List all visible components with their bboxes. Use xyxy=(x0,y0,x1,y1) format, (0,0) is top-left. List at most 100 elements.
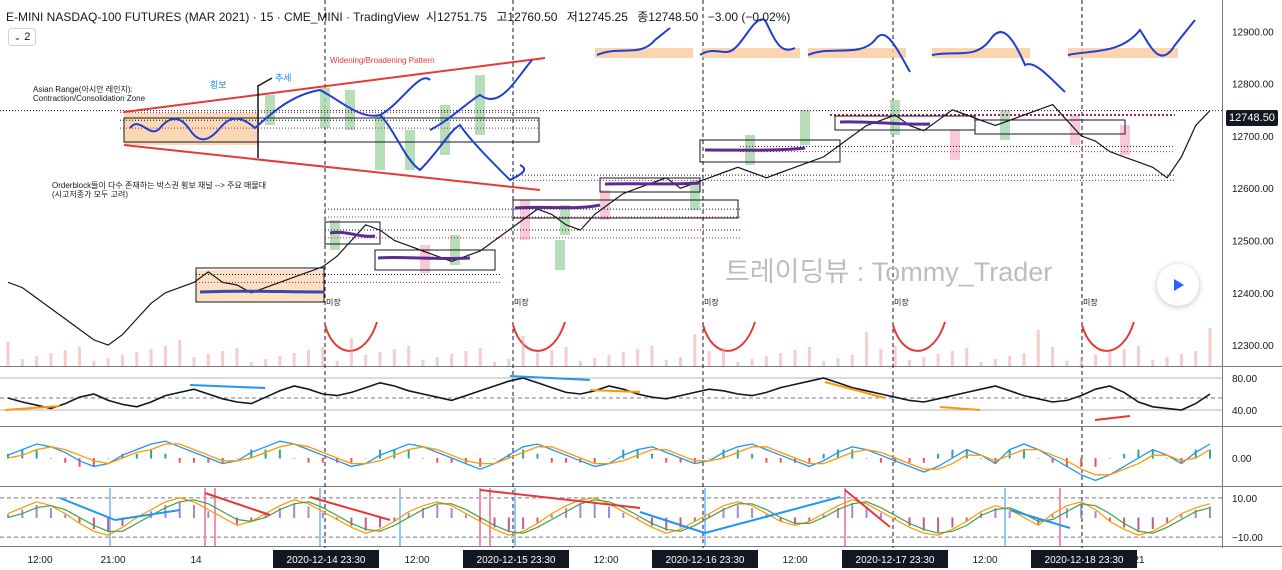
macd-histogram-bar xyxy=(937,453,940,459)
macd-histogram-bar xyxy=(135,453,138,459)
macd-histogram-bar xyxy=(450,458,453,463)
osc-histogram-bar xyxy=(364,517,367,531)
play-button[interactable] xyxy=(1157,264,1199,306)
volume-bar xyxy=(1165,357,1169,366)
osc-histogram-bar xyxy=(822,514,825,518)
osc-histogram-bar xyxy=(450,508,453,518)
price-series-line xyxy=(7,103,1211,346)
macd-histogram-bar xyxy=(364,458,367,459)
price-axis-tick: 12800.00 xyxy=(1232,80,1274,91)
rsi-divergence-line xyxy=(4,405,61,411)
osc-histogram-bar xyxy=(808,517,811,522)
volume-bar xyxy=(120,355,124,366)
macd-histogram-bar xyxy=(421,458,424,459)
macd-histogram-bar xyxy=(178,458,181,463)
volume-bar xyxy=(850,355,854,366)
watermark-text: 트레이딩뷰 : Tommy_Trader xyxy=(725,257,1053,287)
price-axis-tick: 12600.00 xyxy=(1232,184,1274,195)
date-marker-bg xyxy=(1031,550,1137,568)
macd-histogram-bar xyxy=(393,449,396,459)
volume-bar xyxy=(693,334,697,366)
volume-bar xyxy=(92,361,96,366)
volume-bar xyxy=(908,360,911,366)
osc-histogram-bar xyxy=(49,508,52,518)
volume-bar xyxy=(435,357,439,366)
macd-histogram-bar xyxy=(1065,458,1068,467)
macd-histogram-bar xyxy=(1151,449,1154,459)
chevron-down-icon: ⌄ xyxy=(13,31,22,42)
x-axis-date-tick: 2020-12-15 23:30 xyxy=(477,555,556,566)
macd-histogram-bar xyxy=(550,458,553,463)
volume-bar xyxy=(564,347,568,366)
orderblock-box xyxy=(699,139,841,163)
price-axis-tick: 12300.00 xyxy=(1232,341,1274,352)
macd-histogram-bar xyxy=(35,449,38,459)
sideways-label: 횡보 xyxy=(210,79,227,90)
osc-histogram-bar xyxy=(836,508,839,518)
osc-histogram-bar xyxy=(865,506,868,518)
volume-bar xyxy=(836,358,840,366)
osc-histogram-bar xyxy=(665,517,668,531)
volume-bar xyxy=(607,355,611,366)
osc-histogram-bar xyxy=(1151,517,1154,529)
osc-histogram-bar xyxy=(264,514,267,518)
volume-bar xyxy=(1065,361,1069,366)
volume-bar xyxy=(636,349,640,366)
last-price-tag: 12748.50 xyxy=(1226,110,1278,126)
osc-histogram-bar xyxy=(493,517,496,528)
osc-histogram-bar xyxy=(536,517,539,523)
osc-histogram-bar xyxy=(851,503,854,518)
price-axis-tick: 12700.00 xyxy=(1232,132,1274,143)
macd-histogram-bar xyxy=(1137,449,1140,459)
osc-histogram-bar xyxy=(679,517,682,528)
macd-histogram-bar xyxy=(565,458,568,463)
macd-histogram-bar xyxy=(922,458,925,463)
orderblock-box xyxy=(123,117,540,143)
open-value: 12751.75 xyxy=(436,10,487,24)
orderblock-label-2: (시고저종가 모두 고려) xyxy=(52,189,128,199)
macd-histogram-bar xyxy=(21,449,24,459)
signal-box xyxy=(520,200,530,240)
rsi-divergence-line xyxy=(939,406,981,411)
macd-histogram-bar xyxy=(207,458,210,463)
rsi-axis-tick: 40.00 xyxy=(1232,406,1257,417)
osc-histogram-bar xyxy=(937,517,940,533)
price-axis-tick: 12500.00 xyxy=(1232,237,1274,248)
macd-histogram-bar xyxy=(908,458,911,463)
osc-line2 xyxy=(7,499,1211,534)
macd-histogram-bar xyxy=(1094,458,1097,467)
volume-bar xyxy=(1179,354,1183,366)
signal-box xyxy=(1120,125,1130,155)
volume-bar xyxy=(1194,351,1198,366)
macd-histogram-bar xyxy=(1022,449,1025,459)
rsi-divergence-line xyxy=(589,389,641,393)
volume-bar xyxy=(135,352,139,366)
osc-histogram-bar xyxy=(464,514,467,518)
volume-bar xyxy=(292,353,296,366)
collapse-panes-button[interactable]: ⌄ 2 xyxy=(8,28,36,46)
volume-bar xyxy=(1094,355,1098,366)
volume-bar xyxy=(650,346,654,366)
macd-signal-line xyxy=(7,443,1211,476)
macd-histogram-bar xyxy=(965,449,968,459)
volume-bar xyxy=(721,348,725,366)
x-axis-tick: 14 xyxy=(190,555,202,566)
projection-wave-line xyxy=(1067,19,1196,57)
osc-axis-tick: 10.00 xyxy=(1232,494,1257,505)
projection-wave-line xyxy=(699,18,796,56)
osc-histogram-bar xyxy=(894,517,897,520)
macd-histogram-bar xyxy=(522,449,525,459)
macd-histogram-bar xyxy=(822,453,825,459)
macd-histogram-bar xyxy=(1209,449,1211,459)
signal-box xyxy=(555,240,565,270)
macd-histogram-bar xyxy=(407,449,410,459)
x-axis-tick: 12:00 xyxy=(404,555,429,566)
open-label: 시 xyxy=(425,10,437,24)
volume-bar xyxy=(807,347,811,366)
volume-bar xyxy=(321,347,325,366)
osc-histogram-bar xyxy=(965,517,968,522)
volume-bar xyxy=(493,362,497,366)
volume-bar xyxy=(865,332,869,366)
macd-histogram-bar xyxy=(479,458,482,467)
